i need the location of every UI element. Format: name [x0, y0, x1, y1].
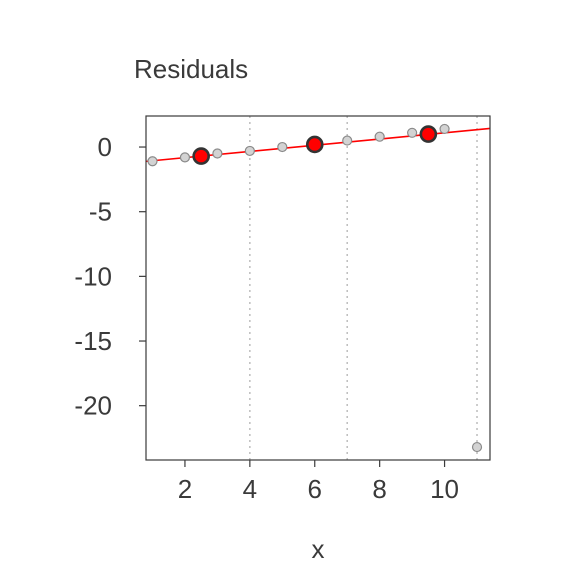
x-tick-label: 2: [178, 474, 192, 504]
residual-point: [439, 123, 450, 135]
x-tick-label: 10: [430, 474, 459, 504]
y-tick-label: -15: [74, 326, 112, 356]
residual-points: [147, 123, 483, 453]
highlight-point: [192, 147, 210, 165]
residual-point: [277, 141, 288, 153]
residual-point: [471, 441, 483, 453]
x-axis-label: x: [312, 534, 325, 564]
y-tick-label: -5: [89, 197, 112, 227]
y-tick-label: 0: [98, 132, 112, 162]
residual-point: [212, 148, 223, 159]
residual-point: [147, 156, 158, 167]
y-tick-label: -20: [74, 391, 112, 421]
residual-point: [244, 145, 255, 157]
residual-point: [374, 131, 385, 142]
y-axis: 0 -5 -10 -15 -20: [74, 132, 146, 421]
residual-point: [342, 135, 353, 146]
plot-area-border: [145, 115, 491, 461]
x-tick-label: 6: [308, 474, 322, 504]
residual-point: [179, 152, 191, 163]
chart-title: Residuals: [134, 54, 248, 84]
highlight-point: [305, 135, 324, 154]
y-tick-label: -10: [74, 261, 112, 291]
vertical-guide-lines: [249, 116, 478, 460]
x-axis: 2 4 6 8 10: [178, 460, 459, 504]
highlight-point: [419, 125, 438, 143]
x-tick-label: 8: [372, 474, 386, 504]
x-tick-label: 4: [243, 474, 257, 504]
highlight-points: [192, 125, 438, 165]
residual-point: [407, 127, 418, 138]
